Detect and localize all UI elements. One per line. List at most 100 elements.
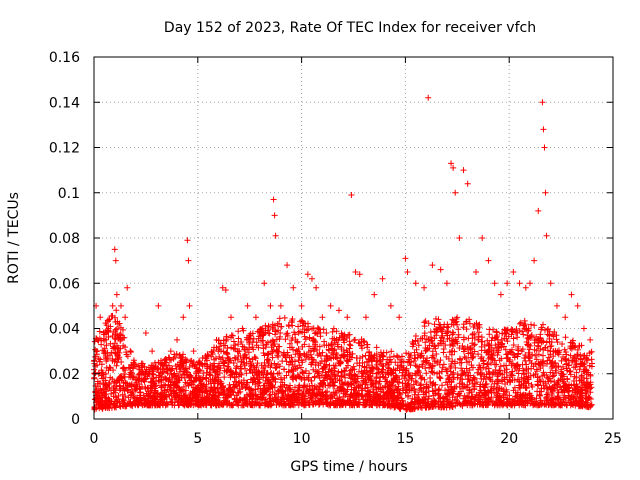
data-point — [519, 361, 526, 368]
data-point — [422, 339, 429, 346]
data-point — [252, 392, 259, 399]
data-point — [510, 268, 517, 275]
data-point — [150, 375, 157, 382]
data-point — [447, 364, 454, 371]
data-point — [301, 333, 308, 340]
data-point — [448, 379, 455, 386]
data-point — [275, 393, 282, 400]
data-point — [241, 396, 248, 403]
data-point — [217, 356, 224, 363]
data-point — [432, 358, 439, 365]
data-point — [149, 394, 156, 401]
data-point — [238, 366, 244, 373]
data-point — [554, 339, 561, 346]
data-point — [509, 368, 516, 375]
data-point — [121, 334, 128, 341]
data-point — [209, 395, 216, 402]
data-point — [95, 355, 102, 362]
data-point — [432, 315, 439, 322]
data-point — [335, 368, 342, 375]
data-point — [368, 367, 375, 374]
data-point — [97, 387, 104, 394]
data-point — [239, 343, 246, 350]
data-point — [368, 377, 375, 384]
data-point — [455, 334, 462, 341]
data-point — [102, 320, 109, 327]
data-point — [520, 367, 527, 374]
data-point — [369, 357, 376, 364]
data-point — [105, 334, 112, 341]
data-point — [246, 339, 253, 346]
data-point — [127, 348, 134, 355]
data-point — [299, 359, 306, 366]
data-point — [380, 389, 387, 396]
data-point — [423, 370, 430, 377]
data-point — [421, 319, 428, 326]
data-point — [398, 395, 405, 402]
data-point — [244, 400, 251, 407]
data-point — [380, 401, 387, 408]
data-point — [231, 395, 238, 402]
data-point — [270, 196, 277, 203]
data-point — [460, 348, 467, 355]
data-point — [480, 357, 487, 364]
data-point — [367, 377, 374, 384]
data-point — [417, 382, 424, 389]
data-point — [536, 391, 543, 398]
data-point — [254, 360, 261, 367]
data-point — [336, 397, 343, 404]
data-point — [230, 345, 237, 352]
data-point — [359, 373, 366, 380]
data-point — [412, 389, 419, 396]
data-point — [488, 351, 495, 358]
data-point — [465, 376, 472, 383]
data-point — [386, 359, 393, 366]
data-point — [161, 359, 168, 366]
data-point — [481, 390, 488, 397]
data-point — [403, 367, 410, 374]
data-point — [322, 396, 329, 403]
data-point — [183, 359, 190, 366]
data-point — [544, 393, 551, 400]
data-point — [425, 94, 432, 101]
data-point — [529, 383, 536, 390]
data-point — [315, 362, 322, 369]
data-point — [469, 340, 476, 347]
data-point — [356, 355, 363, 362]
data-point — [315, 368, 322, 375]
data-point — [173, 372, 180, 379]
data-point — [524, 334, 531, 341]
data-point — [450, 317, 457, 324]
data-point — [94, 348, 101, 355]
data-point — [261, 382, 268, 389]
data-point — [370, 383, 377, 390]
data-point — [276, 401, 283, 408]
data-point — [211, 344, 218, 351]
data-point — [582, 366, 589, 373]
data-point — [252, 355, 259, 362]
data-point — [562, 356, 569, 363]
data-point — [188, 381, 195, 388]
data-point — [417, 400, 424, 407]
data-point — [295, 387, 302, 394]
data-point — [485, 365, 492, 372]
data-point — [445, 399, 452, 406]
data-point — [526, 390, 533, 397]
data-point — [235, 328, 242, 335]
data-point — [431, 369, 438, 376]
data-point — [437, 337, 444, 344]
data-point — [312, 341, 319, 348]
data-point — [344, 357, 351, 364]
data-point — [448, 400, 455, 407]
data-point — [287, 396, 294, 403]
data-point — [117, 336, 124, 343]
data-point — [162, 374, 169, 381]
data-point — [339, 333, 346, 340]
data-point — [220, 388, 227, 395]
data-point — [362, 381, 369, 388]
data-point — [322, 364, 329, 371]
data-point — [151, 359, 158, 366]
data-point — [546, 401, 553, 408]
data-point — [522, 284, 529, 291]
data-point — [450, 329, 457, 336]
